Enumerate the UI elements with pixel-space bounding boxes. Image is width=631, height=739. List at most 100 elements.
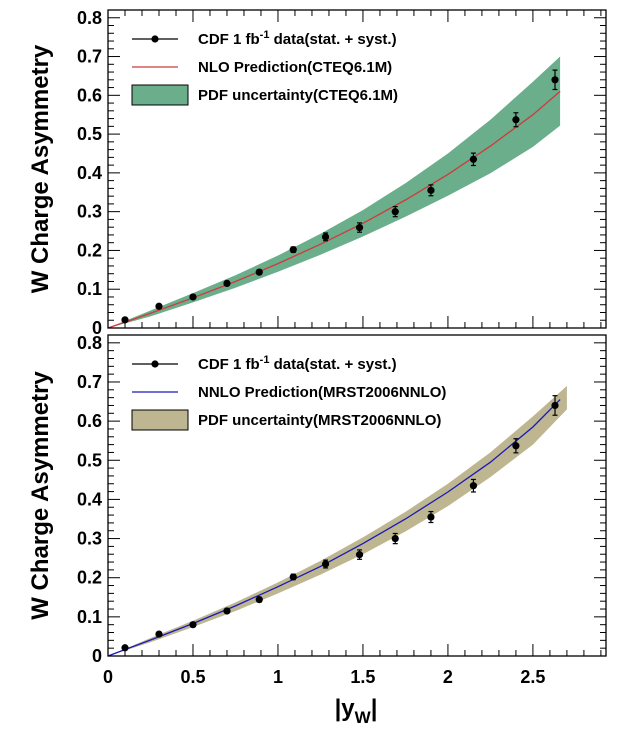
legend-entry: PDF uncertainty(MRST2006NNLO) — [131, 409, 441, 431]
chart-panel-2: 0 0.1 0.2 0.3 0.4 0.5 0.6 0.7 0.8 0 0.5 1 1.5 2 2.5 W C… — [27, 333, 607, 727]
legend-data-marker — [151, 360, 159, 368]
data-marker — [189, 293, 197, 301]
data-marker — [512, 116, 520, 124]
data-marker — [391, 534, 399, 543]
data-marker — [355, 223, 364, 232]
data-point — [121, 316, 129, 324]
x-tick-label: 1.5 — [350, 667, 375, 687]
data-marker — [427, 186, 435, 194]
plot-frame — [107, 9, 607, 329]
x-tick-label: 1 — [273, 667, 283, 687]
legend-data-marker — [151, 35, 159, 43]
y-tick-label: 0.1 — [77, 279, 102, 299]
data-point — [512, 438, 520, 454]
y-tick-label: 0 — [92, 646, 102, 666]
y-tick-label: 0 — [92, 318, 102, 338]
data-marker — [551, 401, 559, 410]
y-tick-label: 0.4 — [77, 489, 102, 509]
data-marker — [255, 596, 263, 604]
legend-label: NNLO Prediction(MRST2006NNLO) — [198, 384, 446, 401]
data-marker — [155, 302, 163, 310]
plot-frame — [107, 334, 607, 657]
y-axis-title: W Charge Asymmetry — [27, 371, 54, 620]
legend-label: CDF 1 fb-1 data(stat. + syst.) — [198, 29, 397, 48]
legend-entry: CDF 1 fb-1 data(stat. + syst.) — [132, 354, 397, 373]
y-tick-label: 0.2 — [77, 240, 102, 260]
data-marker — [469, 155, 478, 163]
data-point — [391, 532, 399, 545]
data-marker — [512, 442, 520, 450]
data-point — [189, 621, 197, 629]
y-tick-label: 0.3 — [77, 202, 102, 222]
y-tick-label: 0.7 — [77, 372, 102, 392]
y-tick-label: 0.1 — [77, 607, 102, 627]
data-point — [512, 112, 520, 128]
data-marker — [391, 208, 399, 216]
data-marker — [551, 76, 559, 84]
prediction-line — [107, 90, 561, 329]
data-point — [289, 573, 297, 581]
data-point — [255, 596, 263, 604]
legend-band-swatch — [131, 409, 189, 431]
data-marker — [321, 233, 330, 241]
y-tick-label: 0.3 — [77, 529, 102, 549]
data-point — [427, 510, 435, 524]
data-point — [321, 559, 330, 569]
y-tick-label: 0.7 — [77, 47, 102, 67]
x-tick-label: 0 — [103, 667, 113, 687]
data-marker — [121, 644, 129, 652]
data-marker — [469, 482, 478, 490]
legend-label: PDF uncertainty(MRST2006NNLO) — [198, 412, 441, 429]
y-tick-label: 0.8 — [77, 8, 102, 28]
data-marker — [289, 246, 297, 254]
y-tick-label: 0.5 — [77, 124, 102, 144]
y-tick-label: 0.6 — [77, 85, 102, 105]
data-point — [355, 222, 364, 233]
data-point — [469, 478, 478, 493]
y-axis-title: W Charge Asymmetry — [27, 44, 54, 293]
x-tick-label: 2.5 — [520, 667, 545, 687]
data-point — [155, 630, 163, 638]
legend-label: CDF 1 fb-1 data(stat. + syst.) — [198, 354, 397, 373]
legend-entry: CDF 1 fb-1 data(stat. + syst.) — [132, 29, 397, 48]
data-marker — [255, 268, 263, 276]
data-point — [255, 268, 263, 276]
legend-entry: NNLO Prediction(MRST2006NNLO) — [132, 384, 446, 401]
data-point — [121, 644, 129, 652]
data-marker — [289, 573, 297, 581]
data-point — [223, 279, 231, 288]
prediction-line — [107, 399, 561, 657]
data-point — [155, 302, 163, 310]
data-marker — [223, 279, 231, 288]
data-point — [469, 152, 478, 167]
legend-entry: PDF uncertainty(CTEQ6.1M) — [131, 84, 398, 106]
y-tick-label: 0.5 — [77, 450, 102, 470]
data-point — [551, 69, 559, 91]
data-marker — [121, 316, 129, 324]
data-point — [223, 607, 231, 615]
data-point — [355, 549, 364, 560]
chart-panel-1: 0 0.1 0.2 0.3 0.4 0.5 0.6 0.7 0.8 W Charge Asymme… — [27, 8, 607, 338]
y-tick-label: 0.2 — [77, 568, 102, 588]
x-tick-label: 0.5 — [180, 667, 205, 687]
x-axis-title: |yW| — [335, 695, 378, 727]
data-marker — [321, 560, 330, 568]
y-tick-label: 0.8 — [77, 333, 102, 353]
y-tick-label: 0.4 — [77, 163, 102, 183]
data-marker — [427, 513, 435, 521]
data-point — [551, 395, 559, 416]
legend-label: PDF uncertainty(CTEQ6.1M) — [198, 87, 398, 104]
legend: CDF 1 fb-1 data(stat. + syst.) NLO Predic… — [131, 29, 398, 106]
data-marker — [355, 551, 364, 559]
legend-entry: NLO Prediction(CTEQ6.1M) — [132, 59, 392, 76]
data-point — [427, 184, 435, 197]
data-point — [321, 232, 330, 242]
legend-label: NLO Prediction(CTEQ6.1M) — [198, 59, 392, 76]
y-tick-label: 0.6 — [77, 411, 102, 431]
data-point — [289, 246, 297, 254]
legend: CDF 1 fb-1 data(stat. + syst.) NNLO Predi… — [131, 354, 446, 431]
data-marker — [189, 621, 197, 629]
data-point — [189, 293, 197, 301]
data-marker — [223, 607, 231, 615]
